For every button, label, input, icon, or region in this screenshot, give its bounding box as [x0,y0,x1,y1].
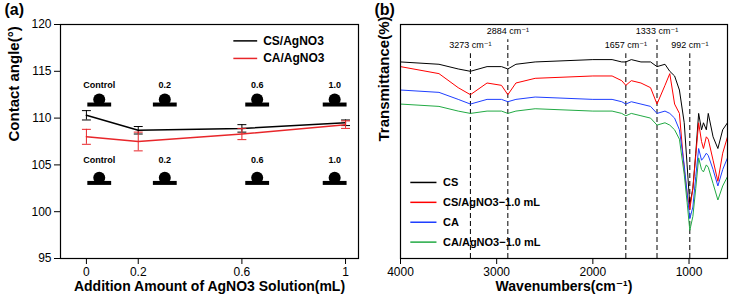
svg-text:3000: 3000 [483,265,510,279]
svg-text:0.6: 0.6 [251,80,264,90]
svg-text:110: 110 [32,111,51,125]
svg-text:(b): (b) [375,1,395,18]
svg-text:Contact angle(°): Contact angle(°) [5,26,22,141]
svg-text:0.6: 0.6 [233,265,251,279]
svg-text:1657 cm⁻¹: 1657 cm⁻¹ [605,40,647,50]
svg-text:CS: CS [443,176,458,188]
svg-text:0.2: 0.2 [159,80,172,90]
svg-text:Transmittance(%): Transmittance(%) [375,16,392,141]
svg-text:CS/AgNO3−1.0 mL: CS/AgNO3−1.0 mL [443,196,540,208]
svg-text:2000: 2000 [579,265,607,279]
svg-text:0.2: 0.2 [159,155,172,165]
svg-text:2884 cm⁻¹: 2884 cm⁻¹ [487,26,529,36]
svg-text:992 cm⁻¹: 992 cm⁻¹ [671,40,708,50]
svg-text:0.2: 0.2 [129,265,147,279]
svg-text:CS/AgNO3: CS/AgNO3 [263,34,324,48]
svg-text:1333 cm⁻¹: 1333 cm⁻¹ [636,26,678,36]
svg-text:Control: Control [83,80,115,90]
svg-text:1.0: 1.0 [328,80,341,90]
svg-text:Control: Control [83,155,115,165]
svg-text:1000: 1000 [676,265,703,279]
svg-text:CA/AgNO3−1.0 mL: CA/AgNO3−1.0 mL [443,236,541,248]
svg-text:CA: CA [443,216,459,228]
svg-text:CA/AgNO3: CA/AgNO3 [263,51,325,65]
svg-text:120: 120 [31,17,51,31]
svg-text:1.0: 1.0 [328,155,341,165]
svg-text:3273 cm⁻¹: 3273 cm⁻¹ [449,40,491,50]
svg-text:115: 115 [32,64,51,78]
svg-text:(a): (a) [5,1,25,18]
svg-text:Wavenumbers(cm⁻¹): Wavenumbers(cm⁻¹) [496,278,633,294]
svg-text:100: 100 [31,205,51,219]
svg-text:95: 95 [38,251,52,265]
svg-text:4000: 4000 [387,265,414,279]
svg-text:Addition Amount of AgNO3 Solut: Addition Amount of AgNO3 Solution(mL) [74,278,345,294]
svg-text:1: 1 [342,265,349,279]
svg-text:0.6: 0.6 [251,155,264,165]
svg-text:0: 0 [83,265,90,279]
svg-text:105: 105 [31,158,51,172]
